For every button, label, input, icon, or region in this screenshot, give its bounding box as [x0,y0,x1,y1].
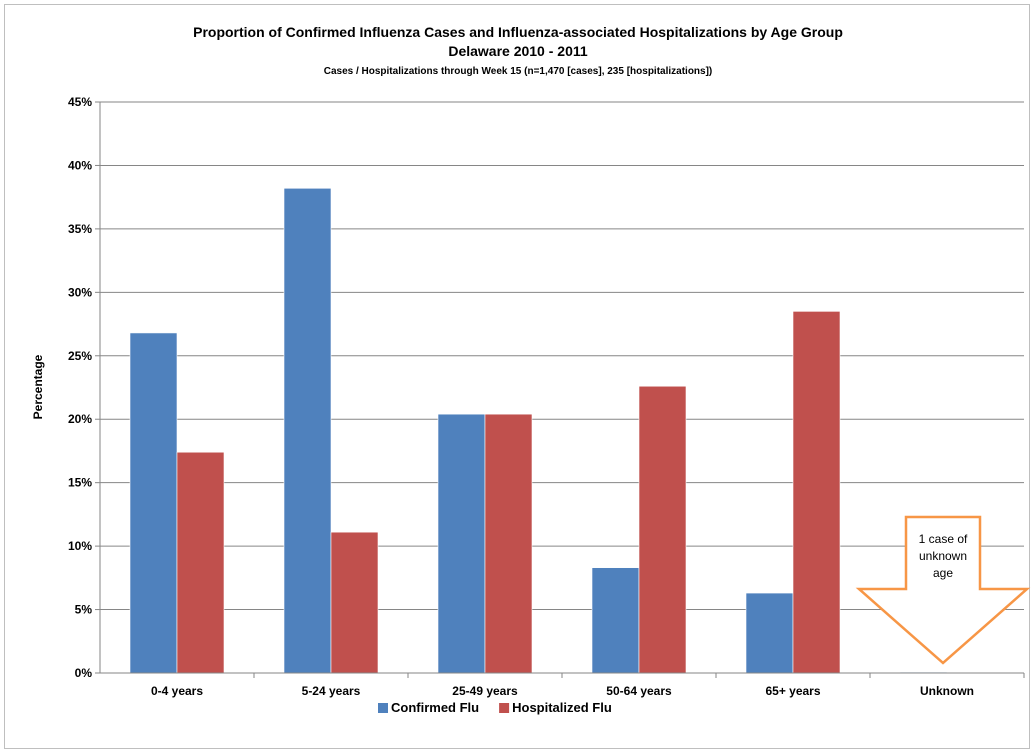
bar-confirmed-flu [591,567,640,674]
y-tick-label: 45% [68,95,92,109]
chart-title-line2: Delaware 2010 - 2011 [448,43,588,59]
y-tick-label: 10% [68,539,92,553]
unknown-age-annotation: 1 case of unknown age [855,515,1031,665]
x-tick-label: 25-49 years [452,684,518,698]
gridlines [95,101,1024,674]
legend-swatch [499,703,510,713]
legend-swatch [378,703,388,713]
x-tick-label: 65+ years [765,684,820,698]
y-tick-label: 0% [75,666,93,680]
bar-confirmed-flu [437,413,486,674]
legend-label: Hospitalized Flu [512,700,612,715]
bar-hospitalized-flu [176,451,225,674]
y-tick-label: 5% [75,603,93,617]
bar-confirmed-flu [283,187,332,674]
y-tick-label: 40% [68,158,92,172]
annotation-text: age [933,566,953,580]
y-tick-label: 35% [68,222,92,236]
legend-label: Confirmed Flu [391,700,479,715]
bar-confirmed-flu [129,332,178,674]
y-tick-labels: 0% 5% 10% 15% 20% 25% 30% 35% 40% 45% [68,95,92,680]
y-tick-label: 20% [68,412,92,426]
chart-title: Proportion of Confirmed Influenza Cases … [193,24,843,40]
y-axis-label: Percentage [31,354,45,419]
y-tick-label: 30% [68,285,92,299]
down-arrow-shape [855,515,1031,665]
chart-subtitle: Cases / Hospitalizations through Week 15… [324,66,713,77]
bar-hospitalized-flu [792,311,841,674]
y-tick-label: 25% [68,349,92,363]
bar-confirmed-flu [745,592,794,674]
bar-hospitalized-flu [330,531,379,674]
x-tick-label: 5-24 years [302,684,361,698]
x-tick-labels: 0-4 years 5-24 years 25-49 years 50-64 year… [151,684,974,698]
bars [129,187,948,674]
x-tick-label: Unknown [920,684,974,698]
axes [99,102,1025,678]
x-tick-label: 50-64 years [606,684,672,698]
bar-hospitalized-flu [484,413,533,674]
annotation-text: unknown [919,549,967,563]
x-tick-label: 0-4 years [151,684,203,698]
legend: Confirmed Flu Hospitalized Flu [378,700,612,715]
bar-hospitalized-flu [638,385,687,674]
annotation-text: 1 case of [919,532,968,546]
y-tick-label: 15% [68,476,92,490]
